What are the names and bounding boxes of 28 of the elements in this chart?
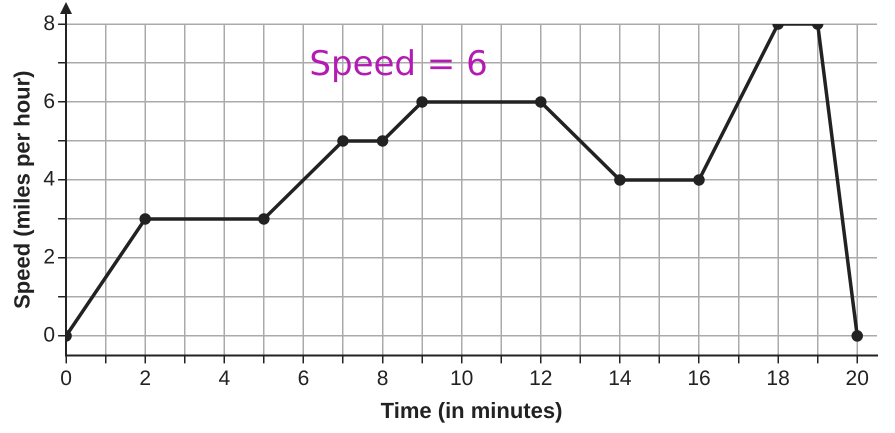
y-tick-label: 6 bbox=[43, 90, 56, 113]
x-tick-label: 12 bbox=[529, 366, 552, 390]
x-tick-label: 18 bbox=[766, 366, 790, 390]
point bbox=[535, 96, 547, 108]
point bbox=[416, 96, 428, 108]
x-tick-label: 14 bbox=[608, 366, 632, 390]
x-tick-label: 0 bbox=[60, 366, 72, 390]
point bbox=[337, 135, 349, 147]
x-axis-title: Time (in minutes) bbox=[380, 398, 562, 423]
y-tick-label: 8 bbox=[43, 12, 56, 35]
y-tick-label: 0 bbox=[43, 324, 56, 347]
x-tick-label: 2 bbox=[139, 366, 152, 390]
x-tick-label: 4 bbox=[218, 366, 230, 390]
point bbox=[139, 213, 151, 225]
point bbox=[258, 213, 270, 225]
point bbox=[614, 174, 626, 186]
annotation: Speed = 6 bbox=[309, 44, 488, 84]
x-tick-label: 20 bbox=[846, 366, 869, 390]
x-tick-label: 16 bbox=[687, 366, 711, 390]
x-tick-label: 10 bbox=[450, 366, 474, 390]
y-tick-label: 2 bbox=[43, 246, 56, 269]
point bbox=[376, 135, 388, 147]
x-tick-label: 8 bbox=[376, 366, 388, 390]
x-tick-label: 6 bbox=[298, 366, 310, 390]
y-tick-label: 4 bbox=[43, 168, 56, 191]
point bbox=[693, 174, 705, 186]
y-axis-title: Speed (miles per hour) bbox=[9, 70, 34, 309]
point bbox=[851, 330, 863, 342]
